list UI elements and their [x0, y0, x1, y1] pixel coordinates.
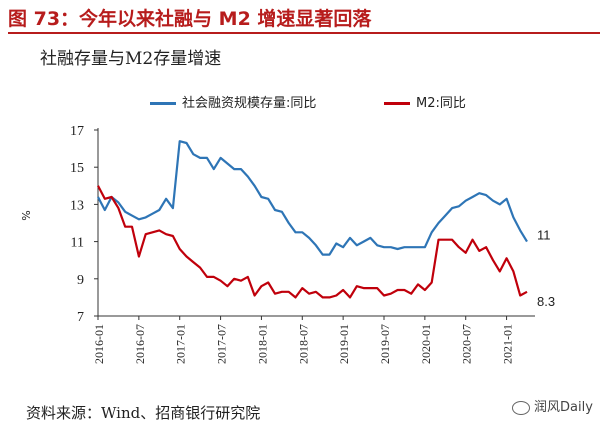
- x-tick-label: 2019-07: [378, 324, 392, 364]
- x-tick-label: 2018-07: [296, 324, 310, 364]
- legend-item-shrong: 社会融资规模存量:同比: [150, 92, 316, 111]
- x-tick-label: 2020-07: [460, 324, 474, 364]
- y-axis-label: %: [20, 210, 33, 220]
- y-tick-label: 15: [70, 161, 84, 176]
- y-tick-label: 9: [77, 273, 84, 288]
- x-tick-label: 2020-01: [419, 324, 433, 364]
- chart-title: 社融存量与M2存量增速: [40, 49, 222, 69]
- x-tick-label: 2016-07: [133, 324, 147, 364]
- x-tick-label: 2017-07: [215, 324, 229, 364]
- y-tick-label: 11: [71, 236, 84, 251]
- legend-swatch-red: [384, 102, 410, 105]
- x-tick-label: 2017-01: [174, 324, 188, 364]
- x-tick-label: 2021-01: [501, 324, 515, 364]
- legend-label-m2: M2:同比: [416, 96, 466, 111]
- y-tick-label: 7: [77, 310, 84, 325]
- source-note: 资料来源：Wind、招商银行研究院: [26, 404, 261, 422]
- series-line-m2: [97, 185, 528, 299]
- watermark-text: 润风Daily: [534, 400, 593, 415]
- legend-swatch-blue: [150, 102, 176, 105]
- watermark: 润风Daily: [512, 396, 593, 415]
- end-label-shrong: 11: [537, 228, 551, 243]
- x-tick-label: 2019-01: [337, 324, 351, 364]
- figure-title: 图 73：今年以来社融与 M2 增速显著回落: [8, 8, 372, 30]
- y-tick-label: 17: [70, 124, 84, 139]
- x-tick-label: 2016-01: [92, 324, 106, 364]
- y-tick-label: 13: [70, 198, 84, 213]
- legend-item-m2: M2:同比: [384, 92, 466, 111]
- series-line-shrong: [97, 140, 528, 256]
- legend-label-shrong: 社会融资规模存量:同比: [182, 96, 317, 111]
- end-label-m2: 8.3: [537, 294, 555, 309]
- wechat-icon: [512, 400, 530, 415]
- title-underline: [8, 32, 600, 34]
- x-tick-label: 2018-01: [255, 324, 269, 364]
